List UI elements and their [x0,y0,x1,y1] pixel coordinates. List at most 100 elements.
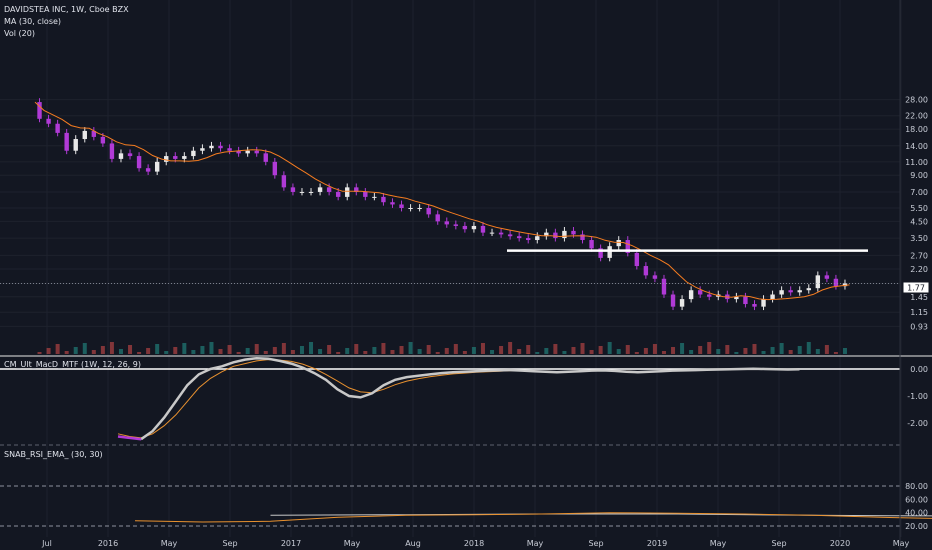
candle[interactable] [118,153,124,159]
candle[interactable] [82,130,87,140]
candle[interactable] [354,187,359,192]
candle[interactable] [480,225,486,233]
candle[interactable] [154,161,160,172]
candle[interactable] [272,161,278,176]
candle[interactable] [100,136,106,144]
candle[interactable] [46,118,51,124]
candle[interactable] [462,225,468,230]
candle[interactable] [580,234,585,241]
candle[interactable] [308,191,314,193]
candle[interactable] [91,130,97,137]
volume-bar [227,345,232,354]
candle[interactable] [743,296,748,305]
candle[interactable] [815,275,821,289]
candle[interactable] [797,290,802,293]
candle[interactable] [526,238,531,241]
candle[interactable] [507,234,513,237]
candle[interactable] [127,153,133,157]
candle[interactable] [779,290,784,295]
candle[interactable] [254,150,259,154]
candle[interactable] [498,232,504,235]
candle[interactable] [408,208,413,210]
candle[interactable] [688,290,694,300]
time-axis[interactable]: Jul 2016 May Sep 2017 May Aug 2018 May Sep 2019 May… [41,539,909,548]
candlestick-series[interactable] [37,98,848,311]
candle[interactable] [707,294,712,297]
candle[interactable] [209,145,214,149]
candle[interactable] [806,288,811,291]
candle[interactable] [661,278,667,295]
candle[interactable] [109,143,115,159]
candle[interactable] [335,191,341,197]
volume-legend: Vol (20) [4,29,35,38]
candle[interactable] [73,139,78,151]
candle[interactable] [37,102,42,119]
candle[interactable] [173,156,178,159]
candle[interactable] [136,156,142,169]
price-axis[interactable]: 28.00 22.00 18.00 14.00 11.00 9.00 7.00 5.50 4.5… [905,96,928,332]
candle[interactable] [317,187,323,192]
candle[interactable] [589,240,594,249]
candle[interactable] [444,221,449,225]
candle[interactable] [191,150,196,157]
candle[interactable] [616,240,621,247]
candle[interactable] [679,299,685,307]
candle[interactable] [571,230,576,235]
candle[interactable] [652,275,658,279]
candle[interactable] [453,224,459,226]
candle[interactable] [535,236,540,241]
candle[interactable] [182,156,187,159]
candle[interactable] [435,214,440,222]
candle[interactable] [643,266,649,276]
candle[interactable] [326,187,332,192]
volume-bar [173,347,178,354]
candle[interactable] [263,153,268,162]
candle[interactable] [544,232,549,237]
candle[interactable] [752,304,757,307]
candle[interactable] [372,196,377,198]
candle[interactable] [417,208,422,210]
candle[interactable] [553,232,558,239]
candle[interactable] [761,299,766,307]
candle[interactable] [299,191,305,193]
candle[interactable] [236,150,241,154]
rsi-axis[interactable]: 80.00 60.00 40.00 20.00 [905,482,928,531]
candle[interactable] [390,202,395,205]
candle[interactable] [200,148,205,151]
candle[interactable] [670,294,676,307]
candle[interactable] [634,252,640,267]
candle[interactable] [218,145,223,149]
candle[interactable] [426,208,431,215]
candle[interactable] [833,278,839,287]
candle[interactable] [788,290,793,293]
candle[interactable] [489,232,495,234]
candle[interactable] [697,290,703,295]
candle[interactable] [607,246,612,258]
candle[interactable] [598,248,603,258]
candle[interactable] [290,187,296,192]
candle[interactable] [363,191,368,197]
time-tick-label: Sep [588,539,603,548]
candle[interactable] [516,236,522,239]
candle[interactable] [625,240,630,253]
candle[interactable] [471,225,477,230]
candle[interactable] [399,204,404,209]
candle[interactable] [245,150,250,154]
candle[interactable] [734,296,739,300]
price-tick-label: 1.15 [910,308,928,317]
candle[interactable] [770,294,775,300]
time-tick-label: May [161,539,178,548]
candle[interactable] [824,275,830,279]
candle[interactable] [55,123,60,133]
candle[interactable] [64,132,69,151]
candle[interactable] [227,148,232,151]
candle[interactable] [345,187,350,197]
candle[interactable] [562,230,567,239]
candle[interactable] [145,168,151,172]
candle[interactable] [842,283,848,287]
candle[interactable] [281,175,287,188]
candle[interactable] [164,156,169,162]
macd-axis[interactable]: 0.00 -1.00 -2.00 [907,365,928,428]
candle[interactable] [381,196,386,203]
